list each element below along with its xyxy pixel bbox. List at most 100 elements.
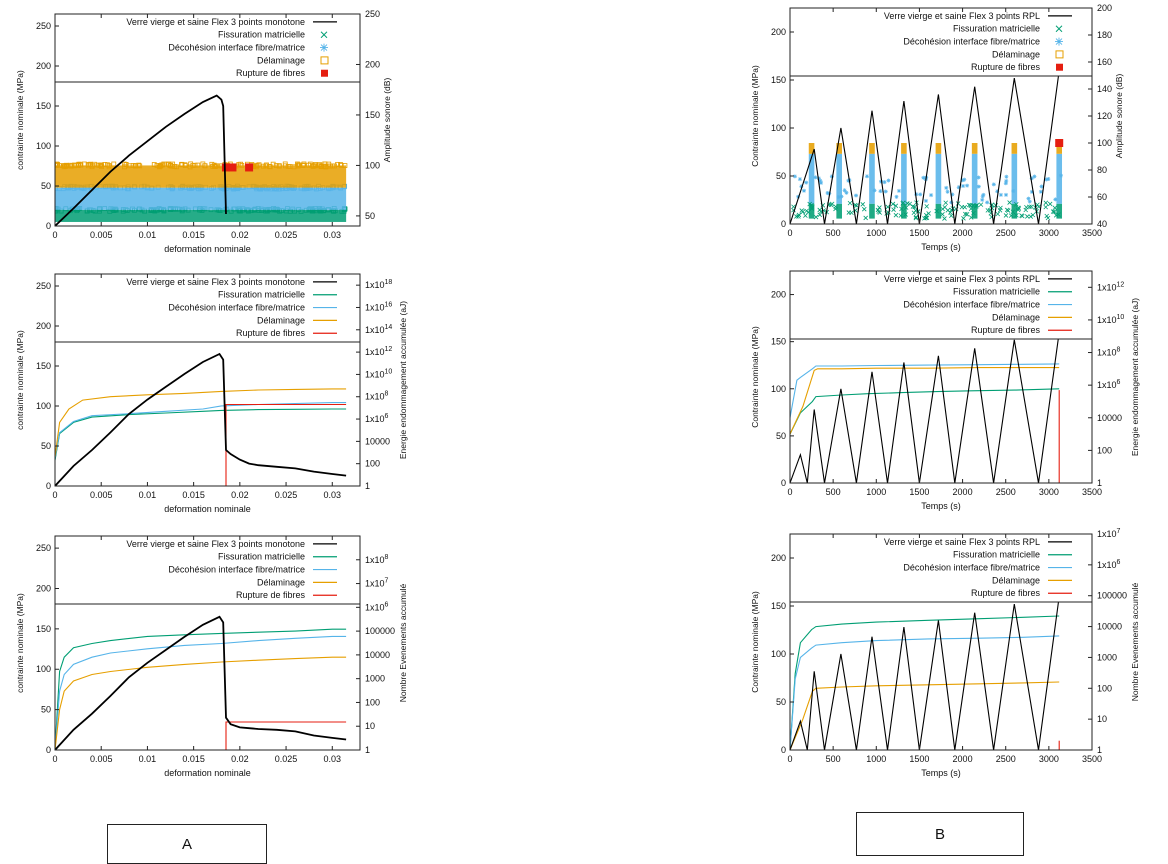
marker-delaminage [338, 162, 343, 167]
marker-fissuration-matricielle [860, 202, 866, 207]
series-decohesion-interface-fibre-matrice [790, 363, 1060, 418]
y2-tick-label: 40 [1097, 219, 1107, 229]
marker-delaminage [182, 162, 188, 168]
y2-tick-label: 1x108 [365, 554, 389, 565]
cluster-decohesion-interface-fibre-matrice [935, 153, 942, 204]
x-tick-label: 0.005 [90, 754, 113, 764]
chart-b-events: Verre vierge et saine Flex 3 points RPL F… [750, 528, 1140, 778]
x-axis-label: deformation nominale [164, 244, 251, 254]
marker-delaminage [190, 163, 196, 168]
x-tick-label: 0.005 [90, 490, 113, 500]
marker-decohesion-interface-fibre-matrice [883, 189, 888, 194]
marker-decohesion-interface-fibre-matrice [882, 180, 887, 185]
y-tick-label: 100 [771, 123, 786, 133]
band-delaminage [55, 165, 347, 188]
x-axis: 0 500 1000 1500 2000 2500 3000 3500 Temps (s) [787, 271, 1102, 511]
y2-tick-label: 100 [1097, 138, 1112, 148]
marker-fissuration-matricielle [963, 211, 968, 217]
y-tick-label: 150 [771, 601, 786, 611]
y2-tick-label: 60 [1097, 192, 1107, 202]
plot-frame [54, 535, 361, 751]
legend-entry-rupture-de-fibres: Rupture de fibres [236, 328, 306, 338]
x-tick-label: 1500 [909, 754, 929, 764]
marker-decohesion-interface-fibre-matrice [886, 178, 891, 183]
marker-fissuration-matricielle [913, 215, 919, 221]
marker-delaminage [239, 163, 245, 168]
marker-decohesion-interface-fibre-matrice [804, 180, 809, 185]
y-axis-label: contrainte nominale (MPa) [15, 70, 25, 170]
x-tick-label: 0.01 [139, 230, 157, 240]
x-tick-label: 0 [787, 228, 792, 238]
plot-area [790, 332, 1060, 483]
legend-entry-stress: Verre vierge et saine Flex 3 points mono… [126, 539, 305, 549]
marker-delaminage [137, 163, 143, 169]
marker-fissuration-matricielle [942, 216, 947, 221]
marker-fissuration-matricielle [912, 204, 917, 210]
x-axis: 0 0.005 0.01 0.015 0.02 0.025 0.03 deformation … [52, 14, 341, 254]
x-tick-label: 1000 [866, 487, 886, 497]
series-stress-curve [55, 615, 347, 750]
y2-tick-label: 1x107 [365, 578, 389, 589]
x-tick-label: 0.015 [182, 490, 205, 500]
series-decohesion-interface-fibre-matrice [790, 635, 1060, 750]
y-tick-label: 0 [46, 481, 51, 491]
panel-label-b: B [856, 812, 1024, 856]
marker-delaminage [195, 162, 201, 168]
cluster-decohesion-interface-fibre-matrice [971, 153, 978, 204]
marker-decohesion-interface-fibre-matrice [844, 190, 849, 195]
y2-tick-label: 10000 [365, 436, 390, 446]
marker-delaminage [342, 163, 348, 168]
marker-fissuration-matricielle [829, 201, 835, 207]
marker-decohesion-interface-fibre-matrice [995, 189, 1000, 194]
marker-fissuration-matricielle [1023, 207, 1029, 213]
marker-fissuration-matricielle [973, 204, 979, 209]
y2-tick-label: 1 [1097, 745, 1102, 755]
legend-entry-decohesion-interface-fibre-matrice: Décohésion interface fibre/matrice [168, 303, 305, 313]
marker-fissuration-matricielle [985, 208, 991, 213]
marker-delaminage [63, 162, 69, 168]
x-tick-label: 0.02 [231, 230, 249, 240]
y-tick-label: 200 [36, 321, 51, 331]
x-tick-label: 0 [52, 490, 57, 500]
marker-delaminage [276, 163, 282, 169]
marker-delaminage [238, 161, 244, 167]
marker-decohesion-interface-fibre-matrice [818, 178, 823, 183]
marker-fissuration-matricielle [961, 216, 966, 221]
y-tick-label: 200 [36, 583, 51, 593]
legend-entry-stress: Verre vierge et saine Flex 3 points RPL [884, 537, 1040, 547]
marker-delaminage [121, 161, 127, 167]
x-tick-label: 0.005 [90, 230, 113, 240]
y-tick-label: 0 [46, 745, 51, 755]
marker-decohesion-interface-fibre-matrice [1044, 177, 1049, 182]
x-tick-label: 0.015 [182, 230, 205, 240]
cluster-fissuration-matricielle [1011, 203, 1018, 219]
marker-delaminage [161, 161, 167, 167]
legend-entry-rupture-de-fibres: Rupture de fibres [971, 325, 1041, 335]
x-tick-label: 2500 [996, 754, 1016, 764]
marker-decohesion-interface-fibre-matrice [1004, 174, 1009, 179]
marker-fissuration-matricielle [1029, 204, 1034, 210]
x-tick-label: 500 [826, 754, 841, 764]
marker-fissuration-matricielle [847, 200, 853, 206]
x-tick-label: 2000 [953, 754, 973, 764]
x-tick-label: 0.03 [324, 230, 342, 240]
x-tick-label: 3000 [1039, 754, 1059, 764]
marker-rupture-de-fibres [228, 163, 237, 172]
series-rupture-de-fibres [225, 721, 347, 750]
y2-tick-label: 100 [365, 697, 380, 707]
marker-delaminage [97, 163, 103, 168]
legend-entry-delaminage: Délaminage [992, 575, 1040, 585]
x-tick-label: 500 [826, 487, 841, 497]
marker-delaminage [297, 162, 303, 168]
cluster-fissuration-matricielle [971, 203, 978, 219]
plot-area [55, 615, 347, 750]
marker-decohesion-interface-fibre-matrice [956, 185, 961, 190]
y2-axis: 1 10 100 1000 10000 100000 1x106 1x107 1x108 Nomb… [356, 554, 408, 755]
marker-fissuration-matricielle [1004, 207, 1010, 213]
marker-fissuration-matricielle [899, 206, 904, 212]
series-stress-curve [790, 70, 1060, 224]
marker-decohesion-interface-fibre-matrice [976, 175, 981, 180]
x-tick-label: 1000 [866, 754, 886, 764]
y-tick-label: 150 [771, 337, 786, 347]
chart-b-amplitude: Verre vierge et saine Flex 3 points RPL F… [750, 3, 1124, 252]
